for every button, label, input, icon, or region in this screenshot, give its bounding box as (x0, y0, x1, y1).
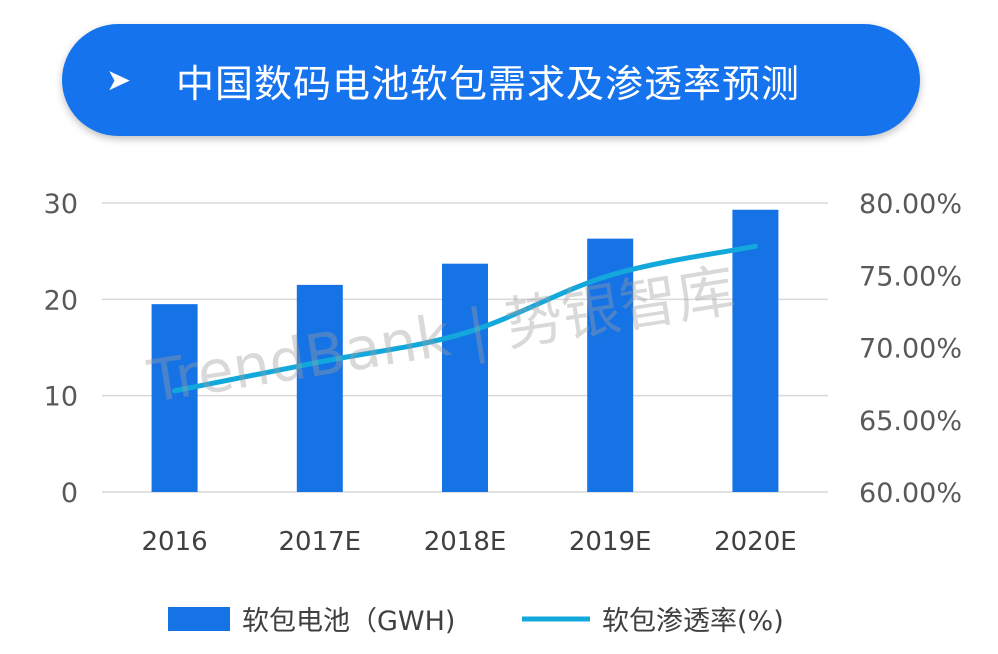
x-tick-label: 2016 (142, 527, 208, 557)
left-tick-label: 20 (44, 285, 78, 316)
bar (732, 209, 779, 492)
bar (151, 304, 198, 492)
right-tick-label: 65.00% (859, 406, 962, 437)
penetration-line (172, 243, 758, 394)
title-banner: ➤ 中国数码电池软包需求及渗透率预测 (62, 24, 920, 136)
right-tick-label: 80.00% (859, 189, 962, 220)
legend-line-label: 软包渗透率(%) (602, 606, 784, 637)
right-tick-label: 60.00% (859, 478, 962, 509)
watermark: TrendBank | 势银智库 (143, 256, 740, 416)
right-tick-label: 70.00% (859, 334, 962, 365)
arrow-icon: ➤ (106, 62, 132, 98)
bar (442, 263, 488, 492)
right-axis-ticks: 60.00% 65.00% 70.00% 75.00% 80.00% (859, 189, 962, 509)
chart-title: 中国数码电池软包需求及渗透率预测 (176, 61, 801, 106)
left-tick-label: 10 (44, 382, 78, 413)
x-tick-label: 2018E (424, 527, 507, 557)
bar (296, 284, 343, 492)
right-tick-label: 75.00% (859, 261, 962, 292)
x-tick-label: 2019E (569, 527, 652, 557)
line-series (172, 243, 758, 394)
legend: 软包电池（GWH) 软包渗透率(%) (168, 606, 784, 637)
x-axis-ticks: 2016 2017E 2018E 2019E 2020E (142, 527, 797, 557)
left-axis-ticks: 0 10 20 30 (44, 189, 78, 509)
legend-bar-label: 软包电池（GWH) (242, 606, 455, 637)
bar-series (151, 209, 779, 492)
legend-bar-swatch (168, 607, 230, 631)
x-tick-label: 2017E (278, 527, 361, 557)
left-tick-label: 0 (61, 478, 78, 509)
x-tick-label: 2020E (714, 527, 797, 557)
left-tick-label: 30 (44, 189, 78, 220)
